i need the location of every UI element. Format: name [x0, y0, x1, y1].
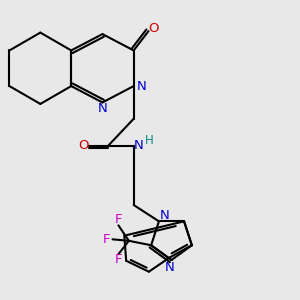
Text: N: N: [98, 103, 107, 116]
Text: F: F: [115, 253, 122, 266]
Text: N: N: [134, 139, 144, 152]
Text: F: F: [115, 214, 122, 226]
Text: F: F: [103, 233, 110, 246]
Text: N: N: [165, 261, 175, 274]
Text: N: N: [160, 209, 170, 222]
Text: H: H: [145, 134, 154, 147]
Text: O: O: [148, 22, 159, 34]
Text: O: O: [78, 139, 88, 152]
Text: N: N: [137, 80, 147, 93]
